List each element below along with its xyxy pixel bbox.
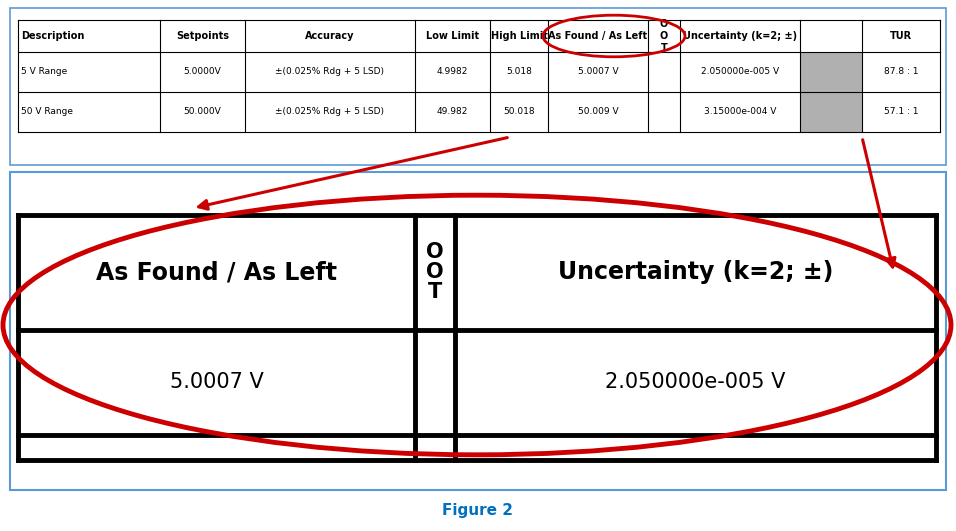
Text: TUR: TUR: [890, 31, 912, 41]
Text: 57.1 : 1: 57.1 : 1: [883, 107, 919, 116]
Text: 50.009 V: 50.009 V: [577, 107, 619, 116]
Text: O
O
T: O O T: [426, 243, 444, 303]
Text: 5.0007 V: 5.0007 V: [577, 67, 619, 76]
Text: 2.050000e-005 V: 2.050000e-005 V: [605, 373, 786, 392]
Text: 50.018: 50.018: [503, 107, 534, 116]
Text: Accuracy: Accuracy: [305, 31, 355, 41]
Bar: [10, 172, 946, 490]
Text: 49.982: 49.982: [437, 107, 468, 116]
Text: 5.0007 V: 5.0007 V: [169, 373, 263, 392]
Bar: [18, 20, 940, 132]
Bar: [800, 92, 862, 132]
Text: 87.8 : 1: 87.8 : 1: [883, 67, 919, 76]
Text: As Found / As Left: As Found / As Left: [96, 261, 337, 285]
Text: 4.9982: 4.9982: [437, 67, 468, 76]
Text: Description: Description: [21, 31, 84, 41]
Text: Uncertainty (k=2; ±): Uncertainty (k=2; ±): [683, 31, 797, 41]
Text: Low Limit: Low Limit: [426, 31, 479, 41]
Text: 5 V Range: 5 V Range: [21, 67, 67, 76]
Text: As Found / As Left: As Found / As Left: [549, 31, 647, 41]
Text: Uncertainty (k=2; ±): Uncertainty (k=2; ±): [557, 261, 834, 285]
Text: 50.000V: 50.000V: [184, 107, 222, 116]
Text: ±(0.025% Rdg + 5 LSD): ±(0.025% Rdg + 5 LSD): [275, 107, 384, 116]
Text: Setpoints: Setpoints: [176, 31, 229, 41]
Text: 3.15000e-004 V: 3.15000e-004 V: [704, 107, 776, 116]
Text: ±(0.025% Rdg + 5 LSD): ±(0.025% Rdg + 5 LSD): [275, 67, 384, 76]
Text: 5.0000V: 5.0000V: [184, 67, 222, 76]
Text: O
O
T: O O T: [660, 20, 668, 53]
Text: 2.050000e-005 V: 2.050000e-005 V: [701, 67, 779, 76]
Text: 5.018: 5.018: [506, 67, 532, 76]
Text: 50 V Range: 50 V Range: [21, 107, 73, 116]
Bar: [10, 8, 946, 165]
Text: Figure 2: Figure 2: [443, 502, 513, 518]
Text: High Limit: High Limit: [490, 31, 548, 41]
Bar: [800, 52, 862, 92]
